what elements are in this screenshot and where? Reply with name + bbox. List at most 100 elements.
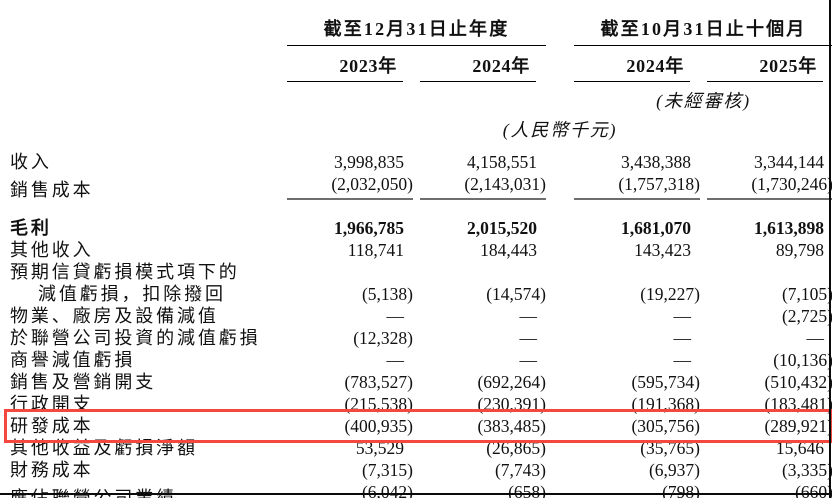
cell-value: (783,527): [344, 372, 413, 392]
cell-value: 1,966,785: [334, 218, 404, 238]
row-label: 研發成本: [10, 416, 94, 436]
unaudited-note: (未經審核): [656, 91, 751, 111]
cell-value: (3,335): [781, 460, 832, 480]
cell-value: (14,574): [486, 284, 546, 304]
row-label: 其他收益及虧損淨額: [10, 438, 198, 458]
table-row: 其他收益及虧損淨額 53,529 (26,865) (35,765) 15,646: [10, 437, 826, 459]
cell-value: (10,136): [773, 350, 832, 370]
table-row: 財務成本 (7,315) (7,743) (6,937) (3,335): [10, 459, 832, 481]
cell-value: (6,937): [648, 460, 700, 480]
table-row: 行政開支 (215,538) (230,391) (191,368) (183,481): [10, 393, 832, 415]
currency-unit-note-row: (人民幣千元): [10, 115, 826, 142]
cell-value: (26,865): [486, 438, 546, 458]
cell-value: 184,443: [480, 240, 537, 260]
table-row: 商譽減值虧損 — — — (10,136): [10, 349, 832, 371]
period-group-ten-months-ended-oct31: 截至10月31日止十個月: [574, 15, 832, 46]
cell-value: 4,158,551: [467, 152, 537, 172]
cell-value: 118,741: [347, 240, 404, 260]
cell-value: (658): [420, 481, 546, 498]
cell-value: (305,756): [631, 416, 700, 436]
row-label: 減值虧損，扣除撥回: [38, 284, 226, 304]
column-header-2023: 2023年: [287, 50, 403, 82]
cell-value: (798): [574, 481, 700, 498]
table-row: 研發成本 (400,935) (383,485) (305,756) (289,921): [4, 409, 832, 443]
column-header-2025: 2025年: [707, 50, 823, 82]
cell-value: (660): [707, 481, 832, 498]
row-label: 商譽減值虧損: [10, 350, 136, 370]
unaudited-note-row: (未經審核): [10, 84, 826, 113]
cell-value: (1,757,318): [574, 173, 700, 200]
cell-value: (12,328): [353, 328, 413, 348]
period-group-header-row: 截至12月31日止年度 截至10月31日止十個月: [10, 15, 832, 46]
row-label: 預期信貸虧損模式項下的: [10, 262, 240, 282]
cell-value: (230,391): [477, 394, 546, 414]
cell-value: (595,734): [631, 372, 700, 392]
cell-value: (510,432): [764, 372, 832, 392]
row-label: 銷售成本: [10, 180, 94, 200]
table-row: 減值虧損，扣除撥回 (5,138) (14,574) (19,227) (7,105): [10, 283, 832, 305]
row-label: 收入: [10, 152, 52, 172]
cell-value: (6,042): [287, 481, 413, 498]
cell-value: (191,368): [631, 394, 700, 414]
cell-value: (289,921): [764, 416, 832, 436]
table-row: 於聯營公司投資的減值虧損 (12,328) — — —: [10, 327, 826, 349]
income-statement-table: 收入 3,998,835 4,158,551 3,438,388 3,344,144 銷售…: [4, 151, 832, 498]
column-header-2024-interim: 2024年: [574, 50, 690, 82]
table-row: 應佔聯營公司業績 (6,042) (658) (798) (660): [10, 481, 832, 498]
table-row: 收入 3,998,835 4,158,551 3,438,388 3,344,144: [10, 151, 826, 173]
row-label: 其他收入: [10, 240, 94, 260]
row-label: 財務成本: [10, 460, 94, 480]
cell-value: —: [386, 350, 405, 370]
table-row: 預期信貸虧損模式項下的: [10, 261, 826, 283]
cell-value: (1,730,246): [707, 173, 832, 200]
cell-value: 1,681,070: [621, 218, 691, 238]
cell-value: (7,743): [494, 460, 546, 480]
table-row: 物業、廠房及設備減值 — — — (2,725): [10, 305, 832, 327]
cell-value: —: [806, 328, 825, 348]
cell-value: (19,227): [640, 284, 700, 304]
cell-value: 89,798: [775, 240, 824, 260]
cell-value: (2,143,031): [420, 173, 546, 200]
page-bottom-border: [0, 493, 832, 495]
cell-value: (692,264): [477, 372, 546, 392]
row-label: 物業、廠房及設備減值: [10, 306, 219, 326]
cell-value: —: [519, 306, 538, 326]
table-row: 銷售成本 (2,032,050) (2,143,031) (1,757,318) (1,…: [10, 173, 832, 201]
cell-value: —: [519, 350, 538, 370]
cell-value: —: [673, 328, 692, 348]
cell-value: (215,538): [344, 394, 413, 414]
column-header-2024: 2024年: [420, 50, 536, 82]
cell-value: (5,138): [361, 284, 413, 304]
currency-unit-note: (人民幣千元): [502, 120, 618, 140]
cell-value: 143,423: [634, 240, 691, 260]
cell-value: 1,613,898: [754, 218, 824, 238]
cell-value: —: [386, 306, 405, 326]
cell-value: 15,646: [775, 438, 824, 458]
cell-value: —: [519, 328, 538, 348]
period-group-year-ended-dec31: 截至12月31日止年度: [287, 15, 546, 46]
cell-value: (2,032,050): [287, 173, 413, 200]
cell-value: (183,481): [764, 394, 832, 414]
cell-value: —: [673, 306, 692, 326]
table-row: 銷售及營銷開支 (783,527) (692,264) (595,734) (510,4…: [10, 371, 832, 393]
row-label: 銷售及營銷開支: [10, 372, 157, 392]
page-right-border: [829, 0, 831, 498]
cell-value: 3,438,388: [621, 152, 691, 172]
cell-value: (383,485): [477, 416, 546, 436]
cell-value: 3,344,144: [754, 152, 824, 172]
table-row: 毛利 1,966,785 2,015,520 1,681,070 1,613,898: [10, 217, 826, 239]
cell-value: (7,105): [781, 284, 832, 304]
cell-value: (400,935): [344, 416, 413, 436]
cell-value: (2,725): [781, 306, 832, 326]
cell-value: —: [673, 350, 692, 370]
row-label: 毛利: [10, 218, 52, 238]
year-header-row: 2023年 2024年 2024年 2025年: [10, 50, 826, 82]
cell-value: 53,529: [355, 438, 404, 458]
cell-value: (7,315): [361, 460, 413, 480]
cell-value: 3,998,835: [334, 152, 404, 172]
row-label: 於聯營公司投資的減值虧損: [10, 328, 261, 348]
row-label: 行政開支: [10, 394, 94, 414]
cell-value: 2,015,520: [467, 218, 537, 238]
cell-value: (35,765): [640, 438, 700, 458]
